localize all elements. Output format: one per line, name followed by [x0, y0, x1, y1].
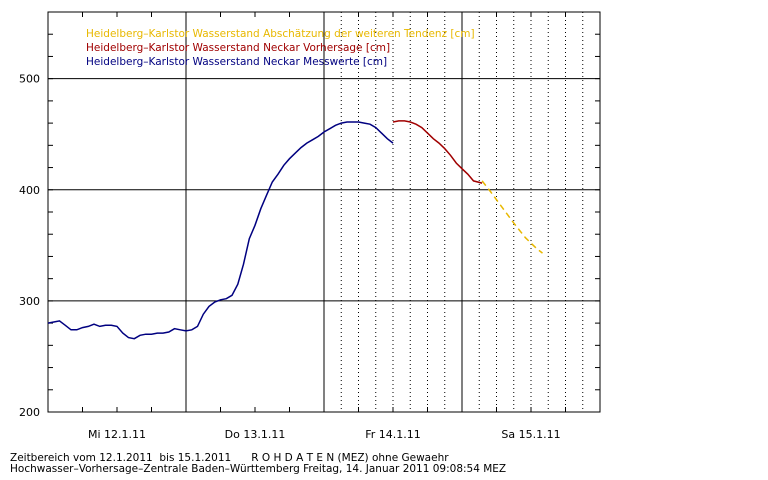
y-tick-label: 500 — [19, 73, 40, 86]
y-tick-label: 400 — [19, 184, 40, 197]
grid — [48, 12, 600, 413]
legend-entry-0: Heidelberg–Karlstor Wasserstand Abschätz… — [86, 28, 475, 40]
x-tick-label: Fr 14.1.11 — [365, 428, 421, 441]
footer-time-range: Zeitbereich vom 12.1.2011 bis 15.1.2011 … — [10, 452, 449, 464]
series-line-2 — [47, 121, 394, 340]
y-tick-label: 200 — [19, 406, 40, 419]
x-tick-label: Do 13.1.11 — [225, 428, 286, 441]
x-tick-label: Sa 15.1.11 — [501, 428, 560, 441]
legend-entry-2: Heidelberg–Karlstor Wasserstand Neckar M… — [86, 56, 387, 68]
series-lines — [47, 120, 543, 340]
y-axis: 200 300 400 500 — [19, 11, 600, 419]
series-line-0 — [481, 180, 543, 254]
legend: Heidelberg–Karlstor Wasserstand Abschätz… — [86, 28, 475, 68]
series-line-1 — [392, 120, 483, 184]
legend-entry-1: Heidelberg–Karlstor Wasserstand Neckar V… — [86, 42, 390, 54]
footer-source: Hochwasser–Vorhersage–Zentrale Baden–Wür… — [10, 463, 507, 475]
x-axis: Mi 12.1.11 Do 13.1.11 Fr 14.1.11 Sa 15.1.11 — [47, 12, 601, 441]
x-tick-label: Mi 12.1.11 — [88, 428, 146, 441]
y-tick-label: 300 — [19, 295, 40, 308]
